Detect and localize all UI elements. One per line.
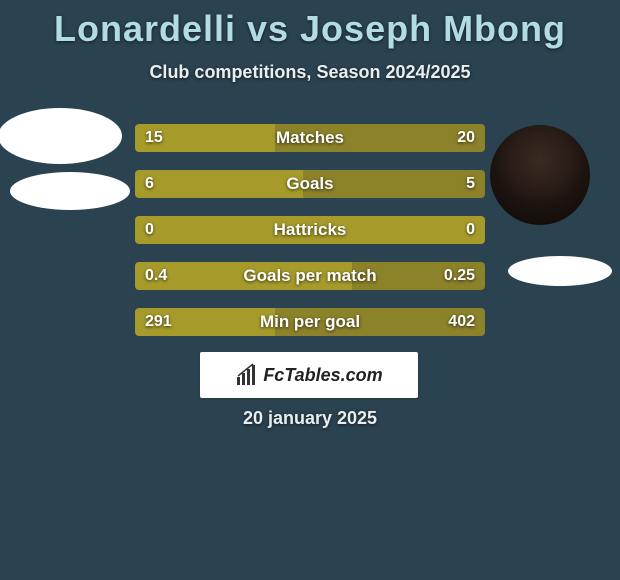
stat-value-right: 5	[466, 170, 475, 198]
bar-left-segment	[135, 262, 352, 290]
stats-bars: Matches1520Goals65Hattricks00Goals per m…	[135, 124, 485, 354]
stat-value-right: 0	[466, 216, 475, 244]
stat-value-left: 0.4	[145, 262, 167, 290]
stat-value-right: 20	[457, 124, 475, 152]
stat-row: Goals per match0.40.25	[135, 262, 485, 290]
logo-chart-icon	[235, 363, 259, 387]
player-left-shape-2	[10, 172, 130, 210]
player-right-avatar	[490, 125, 590, 225]
stat-row: Goals65	[135, 170, 485, 198]
stat-row: Hattricks00	[135, 216, 485, 244]
bar-left-segment	[135, 216, 485, 244]
stat-row: Min per goal291402	[135, 308, 485, 336]
stat-value-right: 402	[448, 308, 475, 336]
bar-right-segment	[303, 170, 485, 198]
stat-value-left: 0	[145, 216, 154, 244]
stat-value-right: 0.25	[444, 262, 475, 290]
logo-text: FcTables.com	[263, 365, 382, 386]
player-left-shape-1	[0, 108, 122, 164]
page-title: Lonardelli vs Joseph Mbong	[0, 0, 620, 50]
date-label: 20 january 2025	[0, 408, 620, 429]
player-right-shape-2	[508, 256, 612, 286]
bar-right-segment	[275, 124, 485, 152]
logo-box: FcTables.com	[200, 352, 418, 398]
page-subtitle: Club competitions, Season 2024/2025	[0, 62, 620, 83]
stat-row: Matches1520	[135, 124, 485, 152]
stat-value-left: 291	[145, 308, 172, 336]
stat-value-left: 6	[145, 170, 154, 198]
infographic-container: Lonardelli vs Joseph Mbong Club competit…	[0, 0, 620, 580]
bar-left-segment	[135, 170, 303, 198]
stat-value-left: 15	[145, 124, 163, 152]
